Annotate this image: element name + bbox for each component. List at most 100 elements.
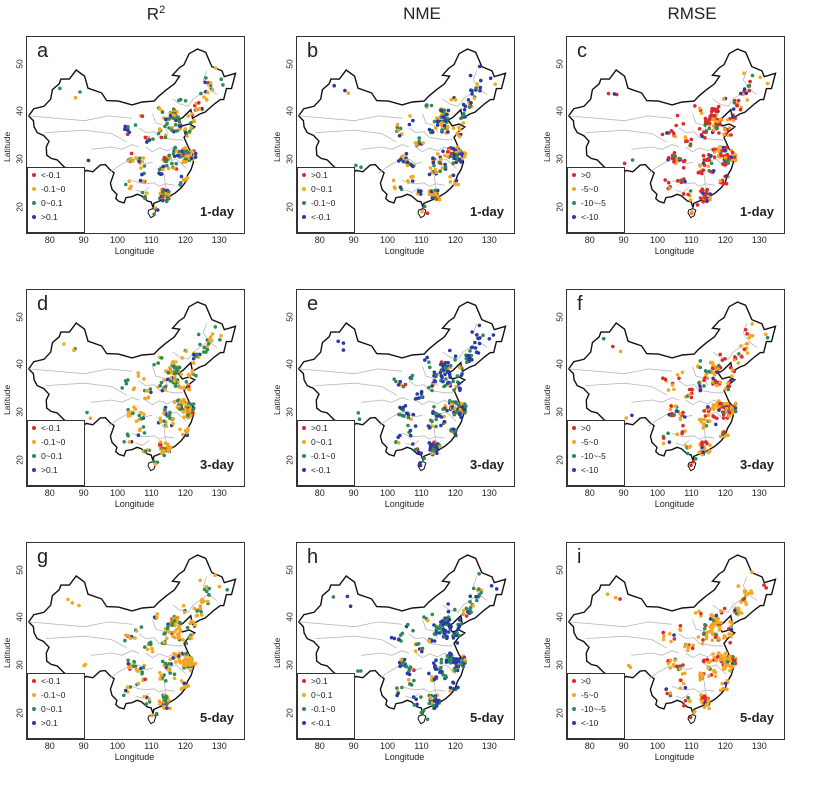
station-point xyxy=(441,115,445,119)
station-point xyxy=(194,353,199,358)
station-point xyxy=(168,379,173,383)
station-point xyxy=(703,376,707,380)
x-tick-label: 90 xyxy=(78,741,89,751)
station-point xyxy=(668,693,673,698)
station-point xyxy=(166,166,171,171)
station-point xyxy=(192,119,197,124)
station-point xyxy=(445,408,449,413)
station-point xyxy=(715,405,720,409)
station-point xyxy=(175,129,179,133)
station-point xyxy=(389,635,394,640)
x-tick-label: 110 xyxy=(414,488,429,498)
station-point xyxy=(182,681,186,686)
x-tick-label: 130 xyxy=(751,235,767,245)
station-point xyxy=(172,375,177,379)
station-point xyxy=(686,648,690,652)
station-point xyxy=(183,160,188,164)
legend-label: <-10 xyxy=(581,718,599,728)
station-point xyxy=(168,416,172,420)
station-point xyxy=(163,135,168,140)
station-point xyxy=(161,164,166,169)
forecast-lead-label: 3-day xyxy=(200,457,234,472)
station-point xyxy=(668,186,672,190)
column-header-r2: R2 xyxy=(96,4,216,25)
station-point xyxy=(176,654,181,658)
station-point xyxy=(167,197,171,201)
x-tick-label: 90 xyxy=(348,488,359,498)
station-point xyxy=(194,374,198,378)
station-point xyxy=(140,672,144,676)
station-point xyxy=(705,657,709,662)
station-point xyxy=(408,114,412,118)
station-point xyxy=(154,711,159,716)
station-point xyxy=(702,384,706,388)
station-point xyxy=(434,704,439,708)
station-point xyxy=(436,119,440,123)
station-point xyxy=(162,411,166,415)
station-point xyxy=(712,128,716,132)
y-tick-label: 50 xyxy=(284,58,295,69)
station-point xyxy=(707,674,711,678)
legend-label: >0.1 xyxy=(41,465,58,475)
station-point xyxy=(425,355,429,360)
station-point xyxy=(683,644,687,649)
station-point xyxy=(171,417,175,421)
station-point xyxy=(435,701,440,705)
station-point xyxy=(428,425,432,430)
station-point xyxy=(718,122,722,127)
station-point xyxy=(720,681,724,686)
legend-label: -0.1~0 xyxy=(311,451,336,461)
station-point xyxy=(142,164,147,168)
station-point xyxy=(704,129,709,133)
station-point xyxy=(448,651,452,655)
x-tick-label: 90 xyxy=(618,488,629,498)
x-tick-label: 90 xyxy=(618,741,629,751)
station-point xyxy=(418,461,422,465)
station-point xyxy=(419,695,423,699)
station-point xyxy=(678,412,682,416)
y-tick-label: 20 xyxy=(554,202,565,212)
station-point xyxy=(189,156,194,161)
station-point xyxy=(452,412,457,417)
y-tick-label: 30 xyxy=(284,154,295,165)
y-axis-ticks: 20 30 40 50 xyxy=(11,36,25,232)
station-point xyxy=(683,685,688,690)
legend-label: 0~0.1 xyxy=(311,690,333,700)
x-axis-ticks: 80 90 100 110 120 130 xyxy=(296,235,513,247)
station-point xyxy=(742,347,747,352)
station-point xyxy=(124,633,128,637)
station-point xyxy=(764,332,768,337)
station-point xyxy=(736,98,741,103)
station-point xyxy=(432,119,437,124)
station-point xyxy=(708,360,713,365)
station-point xyxy=(702,422,706,426)
station-point xyxy=(143,677,147,682)
station-point xyxy=(431,160,436,165)
station-point xyxy=(186,372,191,377)
station-point xyxy=(142,377,146,381)
station-point xyxy=(427,192,432,197)
station-point xyxy=(664,687,669,691)
station-point xyxy=(718,179,722,183)
x-tick-label: 80 xyxy=(314,235,325,245)
station-point xyxy=(126,658,130,663)
y-tick-label: 40 xyxy=(284,612,295,623)
province-boundary xyxy=(145,399,185,406)
station-point xyxy=(706,699,711,703)
station-point xyxy=(120,386,124,390)
station-point xyxy=(681,159,686,164)
station-point xyxy=(448,623,452,627)
station-point xyxy=(178,621,182,625)
station-point xyxy=(161,167,165,171)
station-point xyxy=(72,348,76,353)
station-point xyxy=(721,416,726,420)
station-point xyxy=(166,629,170,633)
station-point xyxy=(181,603,186,608)
station-point xyxy=(703,414,708,418)
province-boundary xyxy=(298,368,403,375)
station-point xyxy=(448,175,452,179)
station-point xyxy=(191,402,196,406)
province-boundary xyxy=(158,165,168,192)
legend-entry: <-0.1 xyxy=(298,716,354,730)
station-point xyxy=(411,412,416,417)
